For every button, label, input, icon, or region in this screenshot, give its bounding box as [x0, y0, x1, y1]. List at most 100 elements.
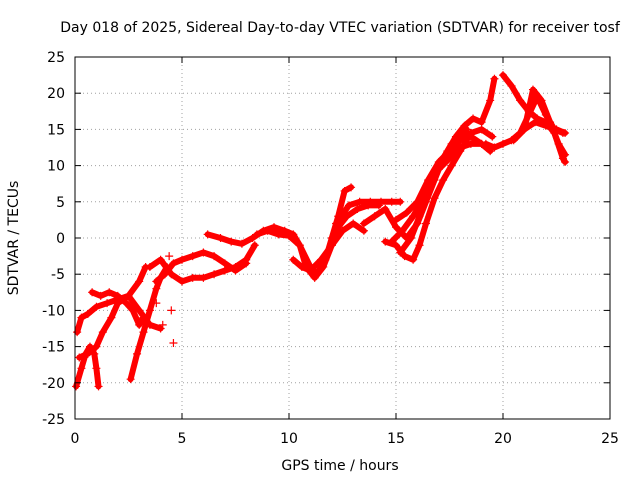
series-s16	[392, 125, 471, 224]
series-line	[290, 220, 367, 274]
data-point	[199, 273, 208, 282]
data-point	[466, 129, 475, 138]
data-point	[312, 270, 321, 279]
data-point	[561, 150, 570, 159]
data-point	[415, 241, 424, 250]
series-line	[382, 126, 496, 263]
data-point	[122, 299, 131, 308]
outlier-point	[165, 252, 174, 261]
data-point	[160, 270, 169, 279]
data-point	[409, 212, 418, 221]
ticks: 25 20 15 10 5 0 -5 -10 -15 -20 -25 0 5 10 15 20 25	[42, 50, 619, 447]
y-tick-label: 10	[47, 159, 65, 175]
data-point	[237, 239, 246, 248]
data-point	[107, 313, 116, 322]
data-point	[306, 266, 315, 275]
data-point	[445, 147, 454, 156]
data-point	[355, 197, 364, 206]
series-line	[388, 140, 485, 245]
data-point	[456, 143, 465, 152]
data-point	[188, 252, 197, 261]
data-point	[509, 136, 518, 145]
data-point	[377, 197, 386, 206]
data-point	[73, 328, 82, 337]
data-point	[439, 176, 448, 185]
series-line	[153, 249, 250, 285]
data-point	[199, 248, 208, 257]
data-point	[366, 197, 375, 206]
series-s15	[387, 139, 486, 246]
data-point	[317, 255, 326, 264]
data-point	[231, 266, 240, 275]
data-point	[434, 157, 443, 166]
data-point	[370, 212, 379, 221]
data-point	[477, 118, 486, 127]
data-point	[250, 241, 259, 250]
data-point	[178, 255, 186, 264]
x-tick-label: 5	[178, 431, 187, 447]
data-point	[289, 255, 298, 264]
data-point	[507, 81, 516, 90]
data-point	[561, 129, 570, 138]
data-point	[126, 375, 135, 384]
data-point	[285, 231, 293, 240]
data-point	[124, 291, 133, 300]
y-tick-label: -10	[42, 303, 65, 319]
data-point	[92, 302, 101, 311]
y-tick-label: -15	[42, 340, 65, 356]
x-tick-label: 25	[601, 431, 619, 447]
data-point	[387, 237, 396, 246]
data-point	[96, 291, 105, 300]
data-point	[248, 234, 257, 242]
data-point	[430, 194, 439, 203]
data-point	[499, 71, 507, 80]
data-point	[92, 364, 101, 373]
data-point	[297, 262, 306, 271]
data-point	[263, 226, 272, 235]
data-point	[252, 230, 261, 239]
data-point	[486, 96, 495, 105]
series-line	[521, 119, 569, 136]
data-point	[220, 266, 229, 275]
x-tick-label: 0	[71, 431, 80, 447]
data-point	[340, 186, 349, 195]
data-point	[178, 277, 186, 286]
data-point	[332, 219, 341, 228]
series-s10	[289, 219, 368, 275]
series-line	[393, 126, 470, 223]
y-tick-label: 25	[47, 50, 65, 66]
data-point	[406, 234, 415, 242]
data-point	[216, 234, 225, 242]
data-point	[128, 306, 137, 315]
data-point	[220, 259, 229, 268]
data-point	[537, 96, 546, 105]
y-tick-label: 0	[56, 231, 65, 247]
data-point	[359, 219, 368, 228]
y-tick-label: 20	[47, 86, 65, 102]
data-point	[133, 349, 142, 358]
series-s4	[88, 288, 148, 329]
data-point	[83, 349, 92, 358]
data-point	[392, 215, 400, 224]
data-point	[381, 205, 390, 214]
outlier-point	[169, 338, 178, 347]
data-point	[554, 139, 563, 148]
data-point	[188, 273, 197, 282]
series-s5	[126, 262, 172, 384]
x-tick-label: 15	[387, 431, 405, 447]
data-point	[210, 270, 219, 279]
series-s11	[332, 197, 405, 228]
data-point	[156, 255, 165, 264]
data-point	[392, 241, 400, 250]
data-point	[488, 132, 497, 141]
data-point	[481, 139, 490, 148]
data-point	[413, 197, 422, 206]
data-point	[398, 226, 407, 235]
data-point	[516, 96, 525, 105]
data-point	[169, 259, 178, 268]
data-point	[105, 288, 114, 297]
series-line	[89, 289, 147, 328]
data-point	[145, 306, 154, 315]
chart-title: Day 018 of 2025, Sidereal Day-to-day VTE…	[60, 20, 621, 36]
